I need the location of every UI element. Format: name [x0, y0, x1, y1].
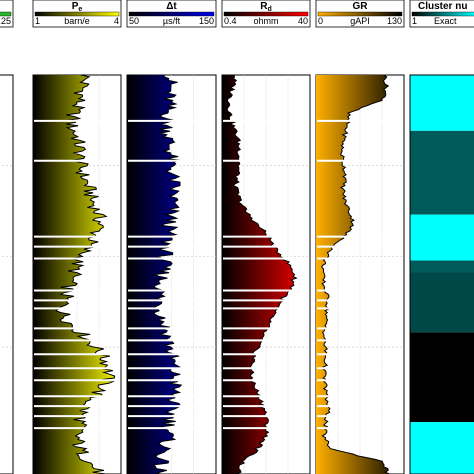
- cluster-segment: [410, 214, 474, 261]
- scale-unit-label: ohmm: [253, 16, 278, 26]
- scale-unit-label: gAPI: [350, 16, 370, 26]
- track-title: GR: [353, 1, 369, 12]
- curve-line-rd: [226, 74, 298, 474]
- scale-max-label: 150: [199, 16, 214, 26]
- track-title: Cluster nu: [418, 1, 467, 12]
- track-title-subscript: d: [267, 6, 271, 13]
- scale-min-label: 50: [129, 16, 139, 26]
- scale-unit-label: Exact: [434, 16, 457, 26]
- curve-line-gr: [321, 74, 390, 474]
- track-body-partial: [0, 74, 14, 474]
- track-header-dt: Δt 50 µs/ft 150: [126, 0, 217, 28]
- color-scale-bar: [0, 11, 12, 17]
- track-body-gr: [315, 74, 405, 474]
- track-title-subscript: e: [78, 6, 82, 13]
- scale-unit-label: µs/ft: [163, 16, 181, 26]
- curve-fill-gr: [316, 75, 390, 474]
- track-header-cluster: Cluster nu1 Exact: [409, 0, 474, 28]
- track-frame: [0, 74, 14, 474]
- track-header-pe: Pe 1 barn/e 4: [32, 0, 122, 28]
- track-body-cluster: [409, 74, 474, 474]
- track-body-dt: [126, 74, 217, 474]
- scale-min-label: 1: [35, 16, 40, 26]
- cluster-segment: [410, 422, 474, 474]
- color-scale-bar: [128, 11, 215, 17]
- scale-min-label: 0.4: [224, 16, 237, 26]
- color-scale-bar: [317, 11, 403, 17]
- scale-max-label: 4: [114, 16, 119, 26]
- color-scale-bar: [411, 11, 474, 17]
- track-frame: [409, 74, 474, 474]
- scale-max-label: 130: [387, 16, 402, 26]
- track-body-rd: [221, 74, 311, 474]
- curve-line-dt: [152, 74, 183, 474]
- curve-fill-pe: [33, 75, 115, 474]
- scale-max-label: 40: [298, 16, 308, 26]
- cluster-segment: [410, 75, 474, 131]
- color-scale-bar: [34, 11, 120, 17]
- curve-fill-rd: [222, 75, 297, 474]
- track-header-rd: Rd 0.4 ohmm 40: [221, 0, 311, 28]
- scale-unit-label: barn/e: [64, 16, 90, 26]
- color-scale-bar: [223, 11, 309, 17]
- track-title: Rd: [260, 1, 272, 13]
- track-header-partial: 3.25: [0, 0, 14, 28]
- cluster-segment: [410, 332, 474, 423]
- cluster-segment: [410, 130, 474, 215]
- track-header-gr: GR 0 gAPI 130: [315, 0, 405, 28]
- track-title: Pe: [72, 1, 83, 13]
- scale-max-label: 3.25: [0, 16, 11, 26]
- cluster-segment: [410, 260, 474, 273]
- track-title: Δt: [166, 1, 177, 12]
- curve-line-pe: [55, 74, 116, 474]
- cluster-segment: [410, 272, 474, 333]
- scale-min-label: 0: [318, 16, 323, 26]
- scale-min-label: 1: [412, 16, 417, 26]
- track-body-pe: [32, 74, 122, 474]
- track-bodies: [0, 74, 474, 474]
- track-headers: 3.25 Pe 1 barn/e 4 Δt 50 µs/ft 150 Rd 0.4 ohmm 40 GR 0…: [0, 0, 474, 28]
